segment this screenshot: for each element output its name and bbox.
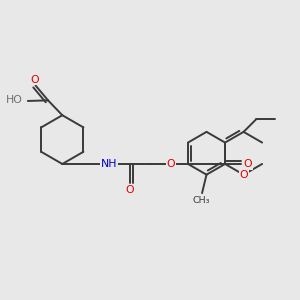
- Text: O: O: [30, 75, 39, 85]
- Text: NH: NH: [100, 159, 117, 169]
- Text: HO: HO: [6, 95, 23, 105]
- Text: O: O: [244, 159, 252, 169]
- Text: O: O: [126, 185, 134, 195]
- Text: O: O: [240, 170, 248, 180]
- Text: O: O: [167, 159, 176, 169]
- Text: CH₃: CH₃: [193, 196, 210, 205]
